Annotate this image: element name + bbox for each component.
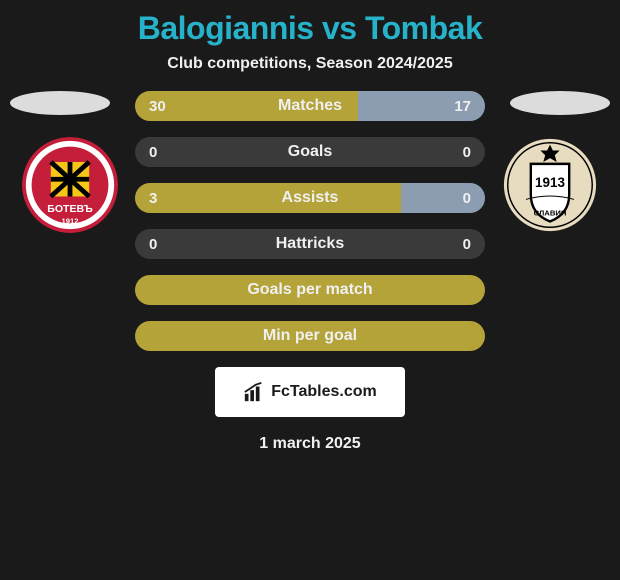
stat-label: Goals <box>135 143 485 161</box>
vs-text: vs <box>322 10 357 46</box>
stat-label: Hattricks <box>135 235 485 253</box>
botev-logo-icon: БОТЕВЪ 1912 <box>22 137 118 233</box>
svg-text:1912: 1912 <box>61 216 78 225</box>
fctables-label: FcTables.com <box>271 383 377 401</box>
stat-row: 00Goals <box>135 137 485 167</box>
ellipse-right-icon <box>510 91 610 115</box>
page-title: Balogiannis vs Tombak <box>0 0 620 47</box>
date-label: 1 march 2025 <box>0 435 620 453</box>
stat-row-full: Min per goal <box>135 321 485 351</box>
stat-row: 30Assists <box>135 183 485 213</box>
comparison-area: БОТЕВЪ 1912 1913 СЛАВИЯ 3017Matches 00Goa… <box>0 91 620 351</box>
club-badge-right: 1913 СЛАВИЯ <box>502 137 598 233</box>
stat-row: 3017Matches <box>135 91 485 121</box>
chart-icon <box>243 381 265 403</box>
stat-label: Assists <box>135 189 485 207</box>
stat-label: Matches <box>135 97 485 115</box>
stat-row-full: Goals per match <box>135 275 485 305</box>
slavia-logo-icon: 1913 СЛАВИЯ <box>502 137 598 233</box>
infographic-container: Balogiannis vs Tombak Club competitions,… <box>0 0 620 580</box>
fctables-badge: FcTables.com <box>215 367 405 417</box>
svg-text:БОТЕВЪ: БОТЕВЪ <box>47 203 93 215</box>
subtitle: Club competitions, Season 2024/2025 <box>0 55 620 73</box>
svg-text:СЛАВИЯ: СЛАВИЯ <box>534 209 567 218</box>
club-badge-left: БОТЕВЪ 1912 <box>22 137 118 233</box>
player2-name: Tombak <box>365 10 482 46</box>
player1-name: Balogiannis <box>138 10 314 46</box>
svg-text:1913: 1913 <box>535 175 565 190</box>
stat-row: 00Hattricks <box>135 229 485 259</box>
ellipse-left-icon <box>10 91 110 115</box>
stats-column: 3017Matches 00Goals 30Assists 00Hattricks Go… <box>135 91 485 351</box>
